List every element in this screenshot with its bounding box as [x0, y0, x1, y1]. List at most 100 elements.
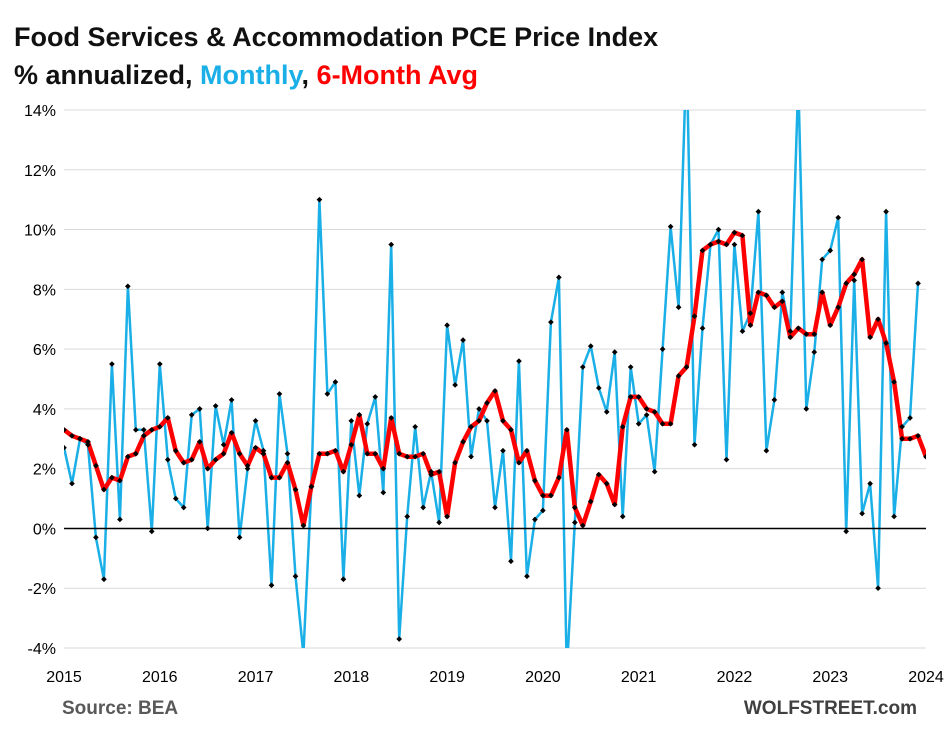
series-6-month-avg-point: [556, 474, 562, 481]
y-tick-label: 2%: [33, 462, 56, 479]
series-6-month-avg-point: [707, 241, 714, 248]
series-6-month-avg-point: [212, 456, 219, 463]
series-6-month-avg-point: [396, 450, 403, 457]
series-6-month-avg-point: [883, 340, 889, 346]
series-monthly-point: [915, 280, 921, 287]
series-monthly-point: [723, 456, 730, 463]
series-6-month-avg-point: [340, 468, 347, 475]
series-6-month-avg-point: [364, 450, 371, 457]
series-monthly-point: [148, 528, 155, 535]
series-monthly-point: [603, 409, 610, 415]
series-monthly-point: [891, 513, 897, 520]
series-6-month-avg-point: [268, 474, 275, 481]
series-6-month-avg-point: [516, 459, 522, 466]
series-monthly-point: [524, 573, 530, 580]
source-note: Source: BEA: [62, 698, 179, 719]
series-6-month-avg-point: [172, 447, 179, 454]
series-monthly-point: [907, 415, 913, 421]
series-6-month-avg-point: [316, 450, 323, 457]
series-monthly-point: [64, 444, 67, 451]
series-monthly-point: [284, 450, 291, 457]
series-monthly-point: [516, 358, 522, 364]
series-monthly-point: [731, 241, 738, 248]
series-monthly-point: [643, 412, 650, 418]
series-monthly-point: [301, 651, 307, 657]
chart-subtitle: % annualized, Monthly, 6-Month Avg: [14, 60, 478, 91]
series-monthly-point: [899, 423, 905, 430]
series-monthly-point: [364, 420, 371, 427]
series-6-month-avg-point: [196, 438, 203, 445]
series-layer: [64, 110, 945, 675]
gridlines: [64, 109, 926, 649]
series-6-month-avg-point: [851, 271, 858, 278]
series-monthly-point: [675, 304, 682, 311]
series-6-month-avg-point: [755, 289, 762, 296]
series-monthly-point: [292, 573, 299, 580]
series-monthly-point: [755, 208, 762, 215]
series-6-month-avg-point: [276, 474, 283, 481]
series-6-month-avg-point: [859, 256, 865, 263]
series-monthly-point: [595, 385, 602, 391]
series-6-month-avg-point: [284, 459, 291, 466]
series-6-month-avg-point: [64, 426, 67, 433]
series-monthly-point: [268, 582, 275, 589]
series-monthly-point: [436, 519, 442, 526]
series-monthly-point: [93, 534, 99, 541]
subtitle-prefix: % annualized,: [14, 60, 201, 90]
series-monthly-point: [859, 510, 865, 517]
series-6-month-avg-point: [563, 427, 570, 433]
series-monthly-point: [324, 391, 331, 397]
series-monthly-point: [484, 418, 490, 424]
series-monthly-point: [460, 337, 466, 343]
series-6-month-avg-point: [148, 426, 155, 433]
y-tick-label: 14%: [24, 103, 56, 120]
series-6-month-avg-point: [204, 465, 211, 472]
series-6-month-avg-point: [125, 453, 131, 460]
series-6-month-avg-point: [595, 471, 602, 478]
series-6-month-avg-point: [140, 432, 147, 439]
y-tick-label: 12%: [24, 163, 56, 180]
series-6-month-avg-point: [220, 450, 227, 457]
series-monthly-point: [867, 480, 873, 487]
series-6-month-avg-point: [691, 313, 698, 320]
chart-plot: -4%-2%0%2%4%6%8%10%12%14% 2015 2016 2017 20…: [24, 103, 945, 686]
series-monthly-point: [564, 669, 570, 675]
series-monthly-point: [316, 196, 323, 203]
series-monthly-point: [659, 346, 666, 352]
series-monthly-point: [125, 283, 131, 290]
series-monthly-point: [236, 534, 243, 541]
series-monthly-point: [548, 319, 554, 326]
x-tick-label: 2022: [717, 669, 753, 686]
series-6-month-avg-point: [795, 325, 802, 332]
subtitle-monthly: Monthly: [200, 60, 302, 90]
series-monthly-point: [356, 492, 363, 499]
series-monthly-point: [109, 361, 115, 367]
series-6-month-avg-point: [939, 406, 945, 412]
series-6-month-avg-point: [244, 462, 251, 469]
series-6-month-avg-point: [699, 247, 706, 254]
series-monthly-point: [164, 456, 171, 463]
series-6-month-avg-point: [548, 492, 554, 499]
series-monthly-point: [468, 453, 474, 460]
x-tick-label: 2019: [429, 669, 465, 686]
series-6-month-avg-point: [468, 423, 474, 430]
series-monthly-point: [587, 343, 594, 349]
y-axis: -4% -2% 0% 2% 4% 6% 8% 10% 12% 14%: [24, 103, 56, 658]
series-6-month-avg-point: [476, 418, 482, 424]
series-6-month-avg-point: [619, 423, 626, 430]
series-6-month-avg-point: [300, 522, 307, 529]
series-monthly-point: [172, 495, 179, 502]
series-monthly-point: [875, 585, 881, 592]
series-monthly-point: [132, 427, 139, 433]
series-monthly-point: [380, 489, 387, 496]
series-6-month-avg-point: [651, 409, 658, 415]
series-6-month-avg-point: [611, 501, 618, 508]
series-monthly-point: [117, 516, 123, 523]
series-monthly-point: [188, 412, 195, 418]
series-6-month-avg-point: [827, 322, 834, 329]
series-6-month-avg-point: [372, 450, 379, 457]
series-monthly-point: [763, 447, 770, 454]
series-6-month-avg-point: [308, 483, 315, 490]
series-monthly-point: [276, 391, 283, 397]
series-6-month-avg-point: [867, 334, 873, 341]
